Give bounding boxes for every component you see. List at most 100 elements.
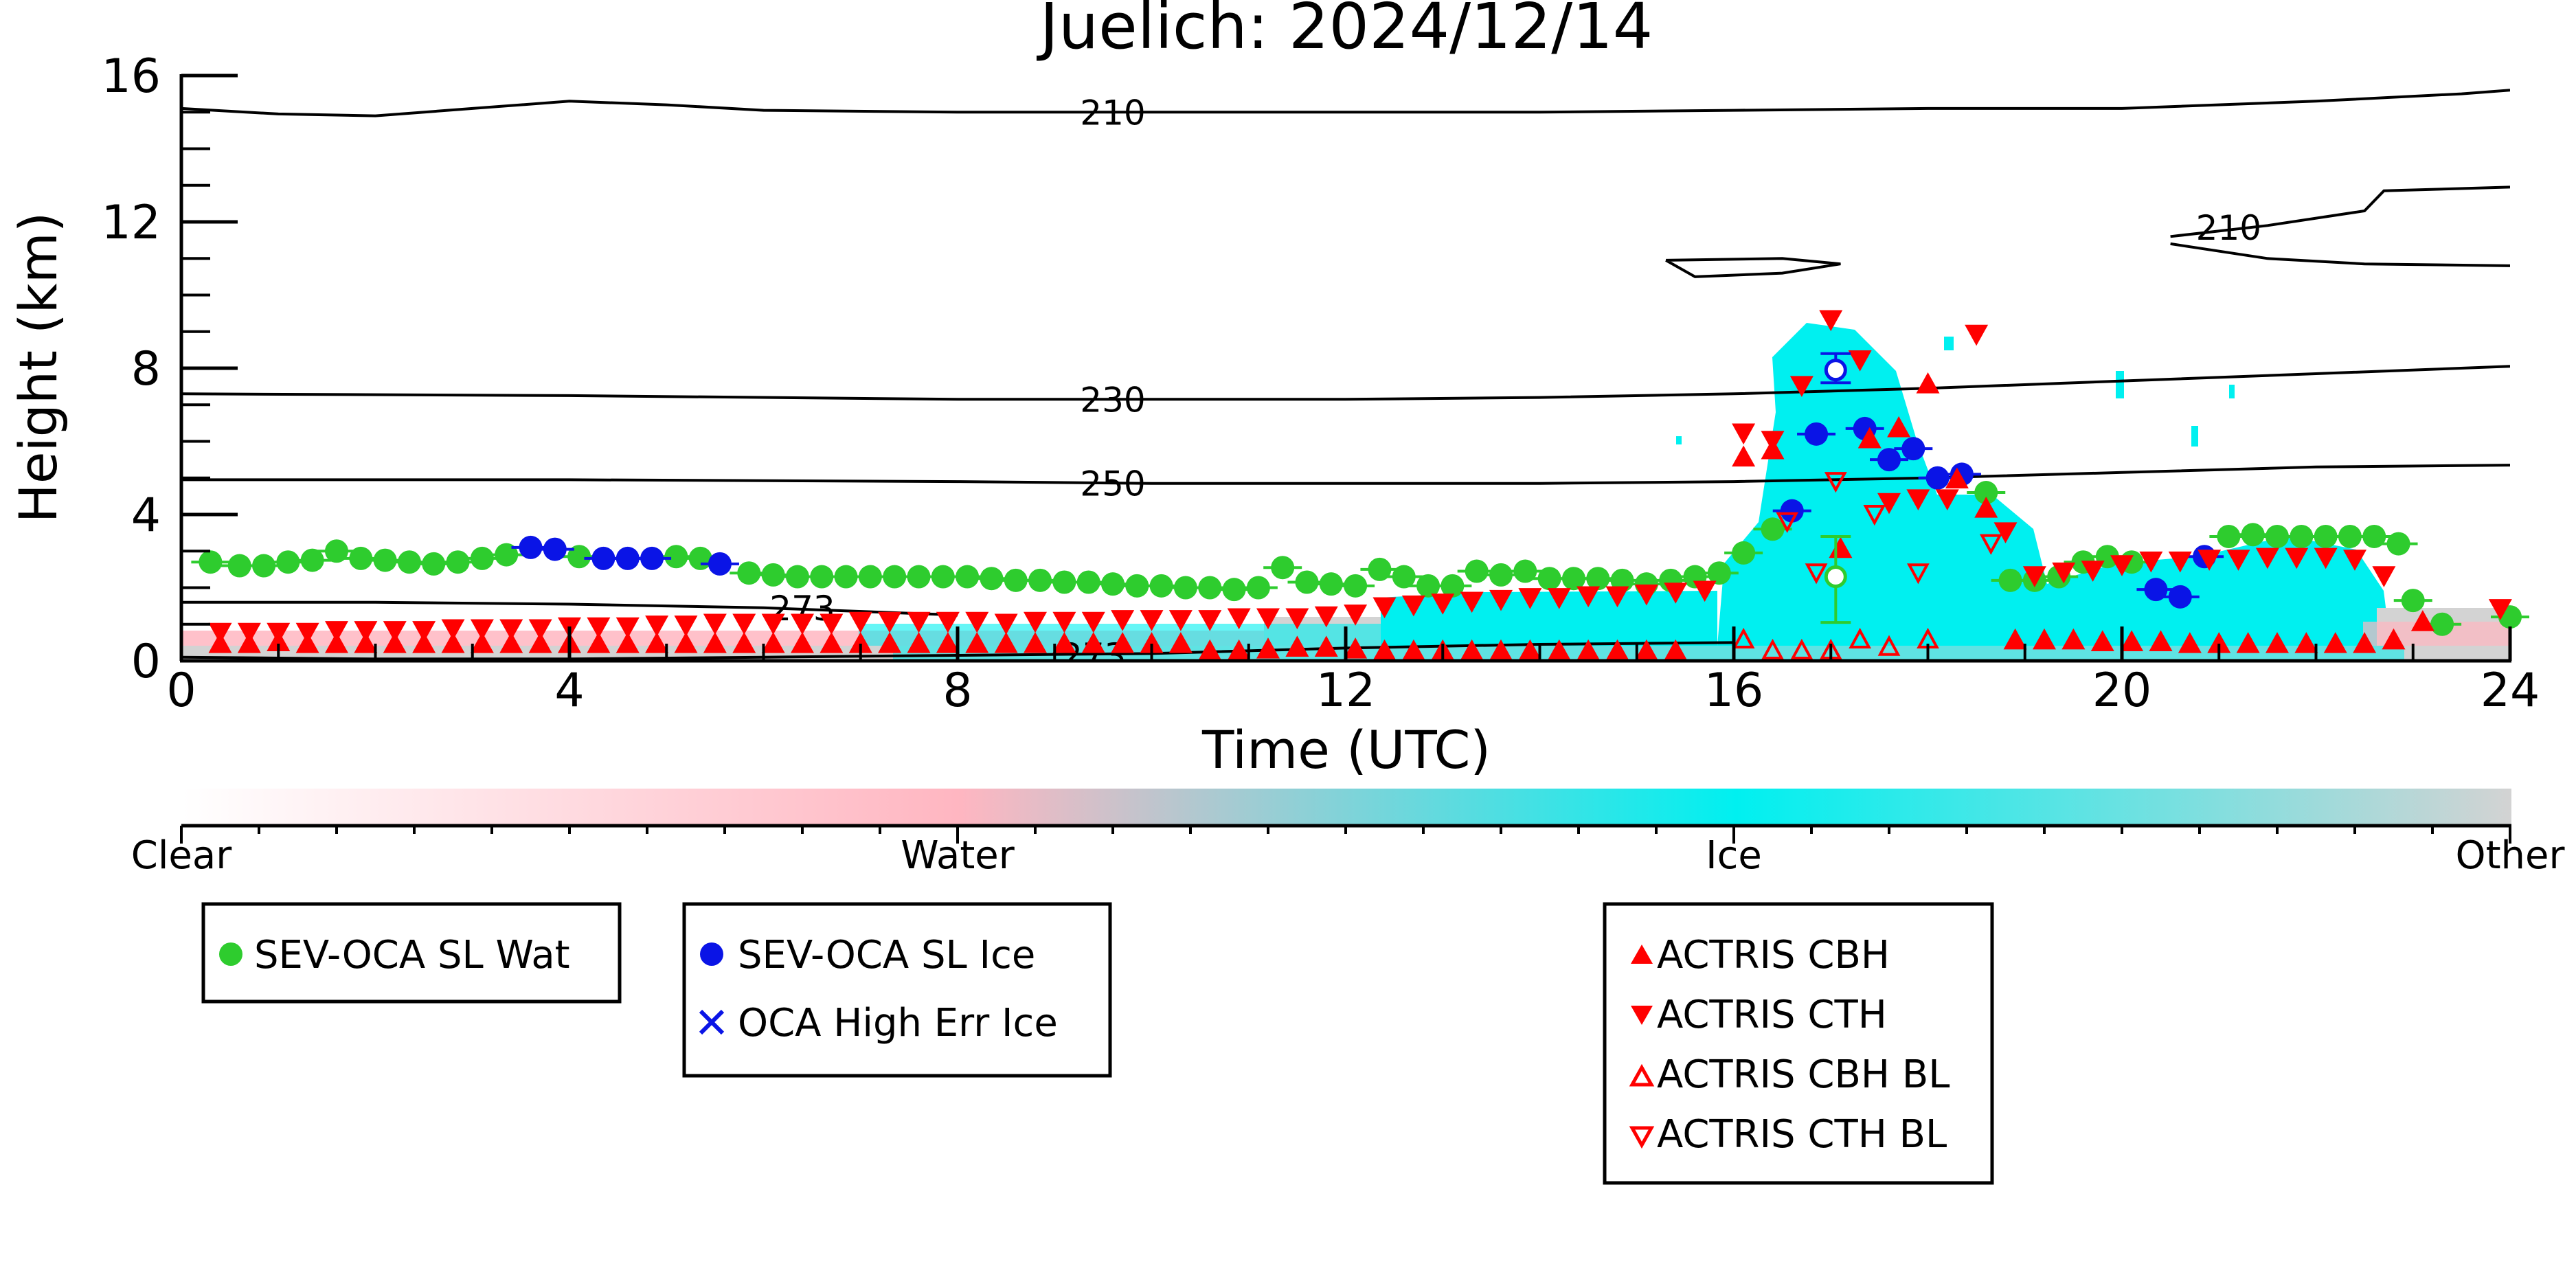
marker-point [980, 567, 1004, 591]
marker-point [1634, 639, 1658, 661]
marker-point [1935, 489, 1959, 510]
marker-point [1314, 635, 1338, 657]
marker-point [1125, 574, 1149, 598]
x-tick-label: 16 [1704, 664, 1764, 718]
marker-point [208, 622, 232, 644]
marker-point [791, 613, 814, 635]
legend-marker-higherr [699, 1009, 725, 1035]
marker-point [325, 621, 348, 642]
marker-point [1610, 568, 1634, 592]
marker-point [1848, 350, 1872, 372]
marker-point [2285, 547, 2309, 569]
marker-point [1401, 595, 1425, 617]
marker-point [1906, 489, 1930, 510]
legend-label-cth-bl: ACTRIS CTH BL [1657, 1112, 1947, 1157]
marker-point [615, 546, 640, 570]
contour-line-1 [181, 365, 2510, 401]
legend-label-cbh-bl: ACTRIS CBH BL [1657, 1052, 1950, 1097]
legend-label-higherr: OCA High Err Ice [738, 1001, 1058, 1046]
marker-point [1489, 563, 1513, 587]
marker-point [936, 632, 960, 653]
y-tick-label: 0 [131, 635, 161, 689]
marker-point [1907, 563, 1930, 585]
marker-point [2401, 589, 2425, 613]
marker-point [994, 632, 1018, 653]
y-tick-label: 8 [131, 342, 161, 396]
marker-point [1849, 627, 1871, 649]
marker-point [412, 632, 436, 653]
marker-point [1945, 467, 1969, 489]
marker-point [354, 621, 378, 642]
marker-point [820, 632, 844, 653]
marker-point [446, 550, 470, 574]
marker-point [1761, 638, 1784, 660]
marker-point [587, 617, 611, 639]
special-point [1820, 534, 1851, 624]
marker-point [1052, 611, 1076, 633]
marker-point [1149, 574, 1173, 598]
y-tick-label: 16 [101, 49, 161, 104]
marker-point [761, 613, 785, 635]
x-tick-label: 20 [2092, 664, 2152, 718]
marker-point [1081, 632, 1105, 653]
marker-point [1901, 437, 1925, 461]
marker-point [674, 615, 698, 637]
marker-point [2110, 555, 2134, 576]
marker-point [965, 611, 989, 633]
marker-point [1732, 541, 1756, 565]
marker-point [931, 565, 955, 589]
marker-point [441, 619, 465, 641]
marker-point [1805, 422, 1829, 446]
marker-point [1993, 522, 2018, 543]
marker-point [2052, 562, 2076, 584]
x-tick-label: 12 [1316, 664, 1376, 718]
marker-point [1805, 563, 1828, 585]
marker-point [878, 632, 902, 653]
marker-point [199, 550, 223, 574]
marker-point [994, 613, 1018, 635]
marker-point [1140, 632, 1164, 653]
marker-point [495, 543, 519, 567]
data-markers [191, 310, 2529, 661]
marker-point [2386, 532, 2410, 556]
marker-point [1561, 567, 1585, 591]
colorbar-label-clear: Clear [131, 833, 232, 878]
special-marker [1824, 359, 1847, 382]
marker-point [1634, 584, 1658, 606]
marker-point [1857, 427, 1882, 449]
contour-label: 250 [1080, 464, 1145, 504]
marker-point [1693, 580, 1717, 602]
marker-point [1998, 568, 2022, 592]
marker-point [848, 611, 872, 633]
legend-marker-cbh-bl [1629, 1063, 1655, 1087]
marker-point [422, 552, 446, 576]
marker-point [349, 546, 373, 570]
marker-point [300, 548, 324, 572]
marker-point [615, 617, 640, 639]
marker-point [1285, 608, 1309, 630]
marker-point [1824, 472, 1847, 493]
marker-point [1465, 559, 1489, 583]
marker-point [2382, 628, 2406, 650]
marker-point [2290, 524, 2314, 548]
marker-point [1440, 574, 1465, 598]
legend-marker-cth [1631, 1006, 1653, 1025]
x-axis-label: Time (UTC) [1201, 719, 1491, 780]
marker-point [383, 621, 407, 642]
marker-point [1513, 559, 1537, 583]
marker-point [664, 545, 688, 569]
marker-point [2255, 547, 2279, 569]
marker-point [1707, 561, 1731, 585]
marker-point [1489, 639, 1513, 661]
chart-title: Juelich: 2024/12/14 [1037, 0, 1653, 63]
marker-point [237, 622, 261, 644]
marker-point [1173, 576, 1197, 600]
marker-point [1256, 608, 1280, 630]
marker-point [2207, 632, 2231, 653]
marker-point [2410, 610, 2434, 631]
legend-marker-cth-bl [1629, 1126, 1655, 1149]
marker-point [1256, 637, 1280, 659]
marker-point [1732, 423, 1756, 445]
marker-point [1431, 594, 1455, 615]
